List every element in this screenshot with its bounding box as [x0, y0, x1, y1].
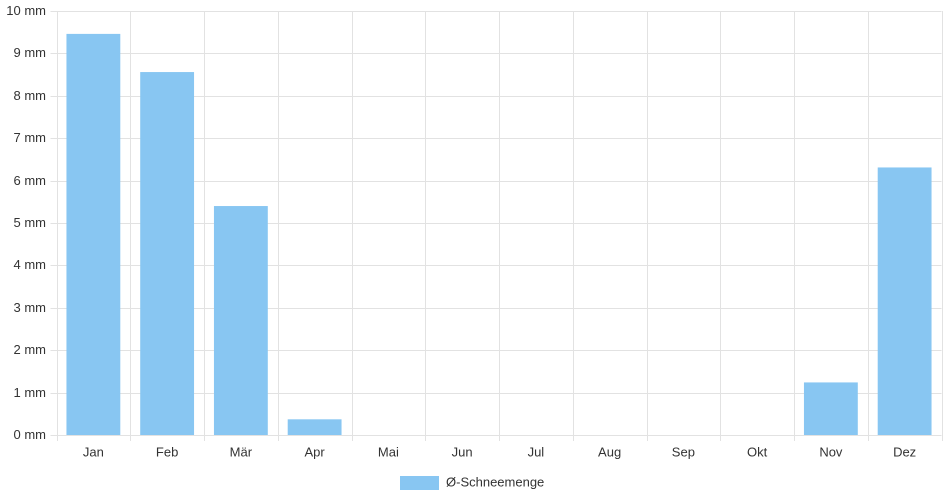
bar [803, 382, 858, 435]
y-tick-label: 7 mm [14, 130, 47, 145]
y-tick-label: 5 mm [14, 215, 47, 230]
y-tick-label: 6 mm [14, 173, 47, 188]
y-tick-label: 3 mm [14, 300, 47, 315]
x-tick-label: Apr [305, 444, 326, 459]
bar [213, 206, 268, 435]
x-tick-label: Jan [83, 444, 104, 459]
x-tick-label: Okt [747, 444, 768, 459]
y-tick-label: 8 mm [14, 88, 47, 103]
y-tick-label: 4 mm [14, 257, 47, 272]
y-tick-label: 2 mm [14, 342, 47, 357]
x-tick-label: Aug [598, 444, 621, 459]
x-tick-label: Jun [452, 444, 473, 459]
y-tick-label: 1 mm [14, 385, 47, 400]
x-tick-label: Jul [528, 444, 545, 459]
x-tick-label: Sep [672, 444, 695, 459]
bar [66, 33, 121, 436]
bar [140, 72, 195, 435]
x-tick-label: Feb [156, 444, 178, 459]
y-tick-label: 0 mm [14, 427, 47, 442]
bar [877, 167, 932, 435]
legend-swatch [400, 476, 439, 490]
x-tick-label: Mai [378, 444, 399, 459]
x-tick-label: Nov [819, 444, 843, 459]
x-tick-label: Dez [893, 444, 916, 459]
y-tick-label: 10 mm [6, 3, 46, 18]
legend-label: Ø-Schneemenge [446, 474, 544, 489]
x-tick-label: Mär [230, 444, 253, 459]
bar [287, 419, 342, 435]
y-tick-label: 9 mm [14, 45, 47, 60]
